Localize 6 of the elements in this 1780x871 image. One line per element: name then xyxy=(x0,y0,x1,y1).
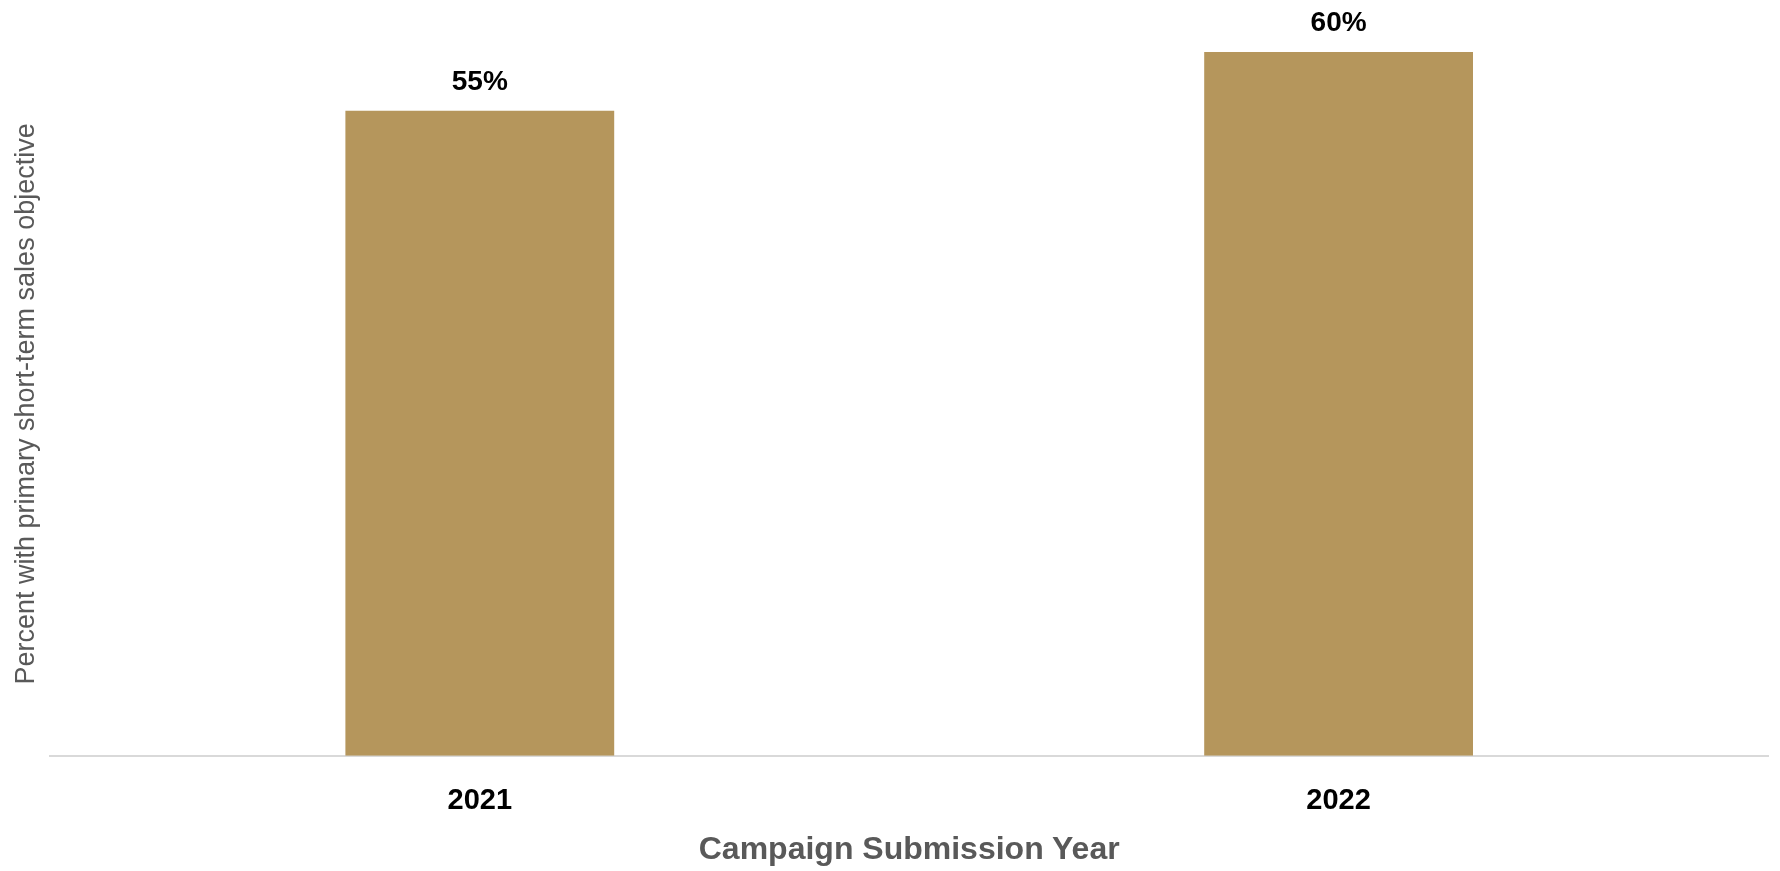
data-label: 55% xyxy=(451,64,508,96)
x-axis-title: Campaign Submission Year xyxy=(698,829,1120,866)
x-tick-label: 2021 xyxy=(447,783,513,816)
data-label: 60% xyxy=(1310,6,1367,37)
x-tick-label: 2022 xyxy=(1306,783,1371,816)
y-axis-title: Percent with primary short-term sales objective xyxy=(9,123,40,685)
